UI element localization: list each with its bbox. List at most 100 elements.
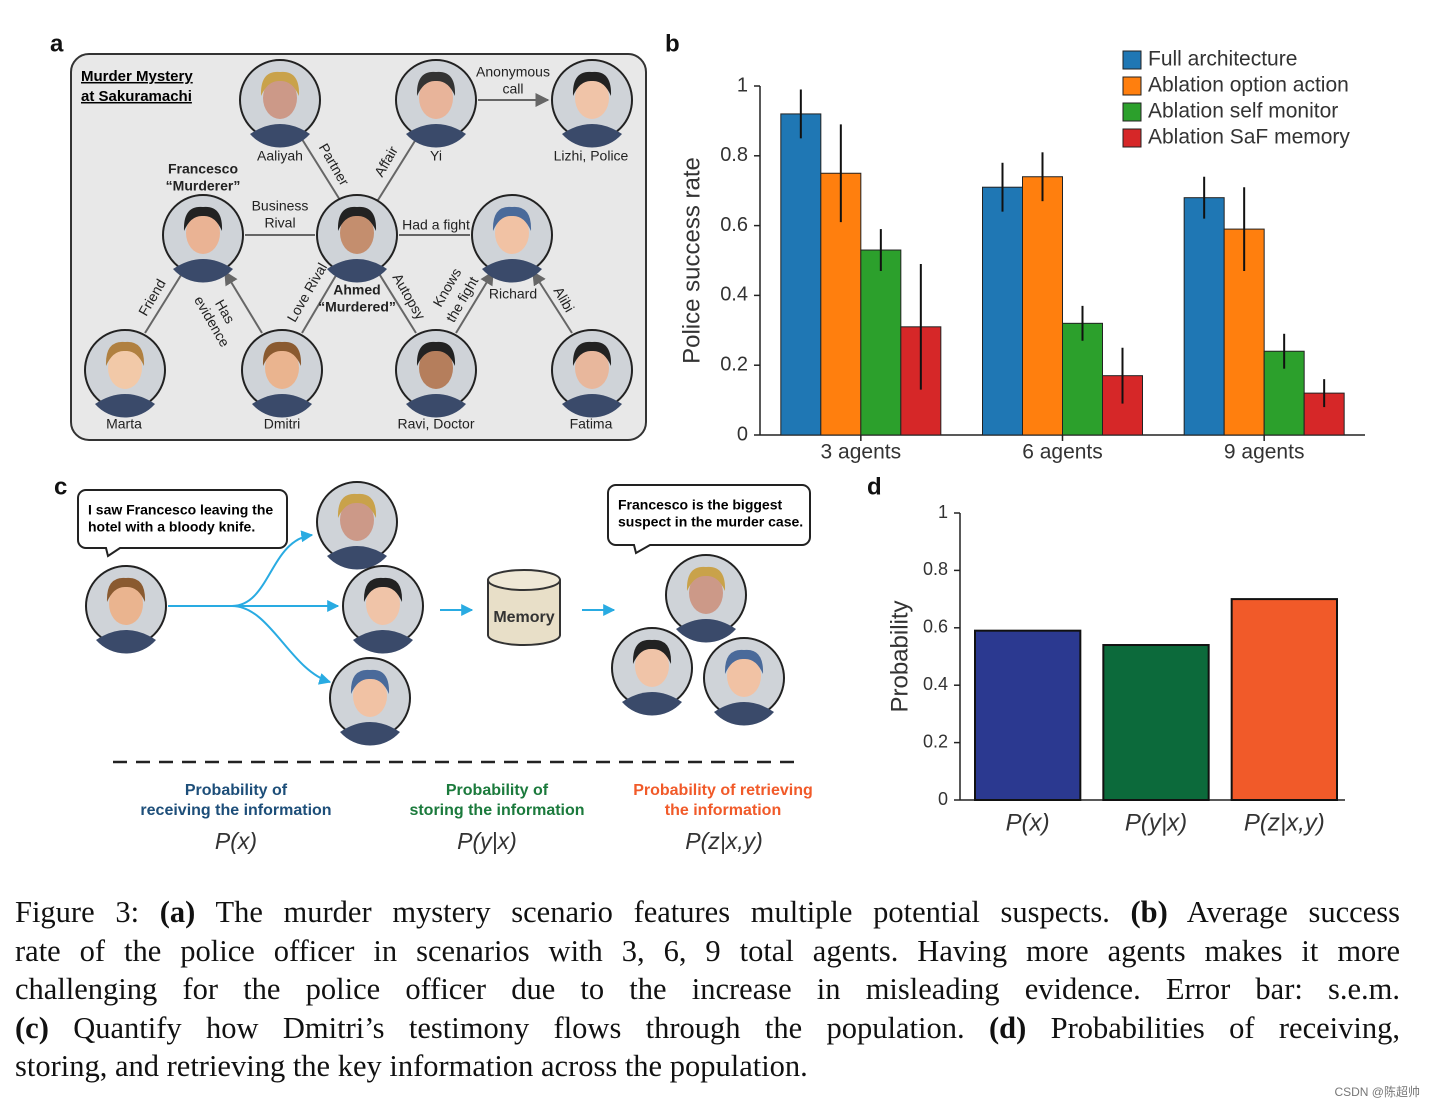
avatar-hair [105,341,145,366]
node-label: “Murderer” [166,178,241,194]
avatar-face [575,77,609,119]
avatar [85,565,167,654]
avatar-face [575,347,609,389]
avatar-hair [350,669,390,694]
avatar-body [714,702,774,726]
node-label: Fatima [570,416,613,432]
caption-text: (b) [1130,895,1168,929]
caption-text: (d) [988,1010,1027,1045]
scenario-title: Murder Mystery [81,68,193,85]
avatar-face [689,572,723,614]
bar [780,113,822,436]
node-label: Ahmed [333,282,380,298]
y-tick-label: 1 [938,502,948,522]
watermark: CSDN @陈超帅 [1334,1085,1420,1099]
avatar [84,329,166,418]
bar [1022,176,1063,436]
legend-label: Ablation SaF memory [1148,126,1350,149]
stage-label: storing the information [409,802,584,819]
avatar-body [327,546,387,570]
caption: Figure 3: (a) The murder mystery scenari… [15,893,1400,1086]
avatar-face [340,212,374,254]
avatar-face [495,212,529,254]
x-tick-label: 3 agents [821,441,902,464]
y-axis-label: Probability [886,600,913,712]
node-label: Dmitri [264,416,301,432]
avatar-face [186,212,220,254]
figure: a b c d Murder Mystery at Sakuramachi Aa… [50,30,1365,854]
avatar-hair [572,341,612,366]
caption-text: storing, and retrieving the key informat… [15,1049,808,1083]
avatar-body [252,394,312,418]
caption-text: Figure 3: [15,895,160,929]
panel-label: d [867,473,882,500]
flow-arrows [168,530,616,685]
y-tick-label: 0.4 [923,674,948,694]
avatar-hair [416,71,456,96]
edges [144,93,573,334]
bar [974,629,1082,801]
stage-formula: P(z|x,y) [685,828,763,854]
edge-label: Anonymous [476,64,550,80]
caption-line: rate of the police officer in scenarios … [15,932,1400,971]
speech-bubble [607,484,811,555]
avatar [395,329,477,418]
memory-cylinder [487,569,561,646]
avatar-body [340,722,400,746]
bubble-text: Francesco is the biggest [618,497,782,513]
y-tick-label: 0.6 [923,617,948,637]
memory-label: Memory [493,609,554,626]
y-tick-label: 0.2 [923,731,948,751]
avatar-body [676,619,736,643]
scenario-title: at Sakuramachi [81,88,192,105]
avatar [551,59,633,148]
caption-text: (a) [159,895,196,929]
avatar-face [353,675,387,717]
node-label: “Murdered” [318,299,396,315]
avatar [703,637,785,726]
caption-line: challenging for the police officer due t… [15,970,1400,1009]
y-tick-label: 1 [737,74,748,96]
bubble-text: suspect in the murder case. [618,514,803,530]
avatar-body [482,259,542,283]
avatar-hair [572,71,612,96]
avatar-hair [492,206,532,231]
caption-line: storing, and retrieving the key informat… [15,1047,1400,1086]
caption-text: Probabilities of receiving, [1026,1010,1400,1045]
bubble-text: I saw Francesco leaving the [88,502,273,518]
node-label: Ravi, Doctor [397,416,474,432]
avatar-body [562,394,622,418]
avatar-body [562,124,622,148]
y-tick-label: 0.8 [720,144,748,166]
caption-text: Quantify how Dmitri’s testimony flows th… [48,1010,989,1045]
y-tick-label: 0.8 [923,559,948,579]
avatar [471,194,553,283]
legend-swatch [1122,128,1142,148]
avatar [316,481,398,570]
caption-text: The murder mystery scenario features mul… [195,895,1131,929]
y-tick-label: 0.2 [720,353,748,375]
avatar-body [250,124,310,148]
y-axis-label: Police success rate [678,157,705,364]
caption-text: Average success [1167,895,1400,929]
avatar-hair [363,577,403,602]
avatar [395,59,477,148]
x-tick-label: 6 agents [1022,441,1103,464]
bar [982,186,1023,436]
avatar-hair [632,639,672,664]
stage-formula: P(y|x) [457,828,517,854]
x-tick-label: P(y|x) [1125,809,1187,836]
edge-label: Had a fight [402,217,470,233]
bar [1183,197,1225,436]
stage-formula: P(x) [215,828,257,854]
bubble-text: hotel with a bloody knife. [88,519,255,535]
avatar [241,329,323,418]
stage-label: receiving the information [140,802,331,819]
x-tick-label: P(x) [1006,809,1050,836]
node-label: Richard [489,286,537,302]
caption-line: (c) Quantify how Dmitri’s testimony flow… [15,1009,1400,1048]
avatars [84,59,633,418]
avatar-hair [724,649,764,674]
caption-text: (c) [15,1010,49,1045]
avatar-body [96,630,156,654]
